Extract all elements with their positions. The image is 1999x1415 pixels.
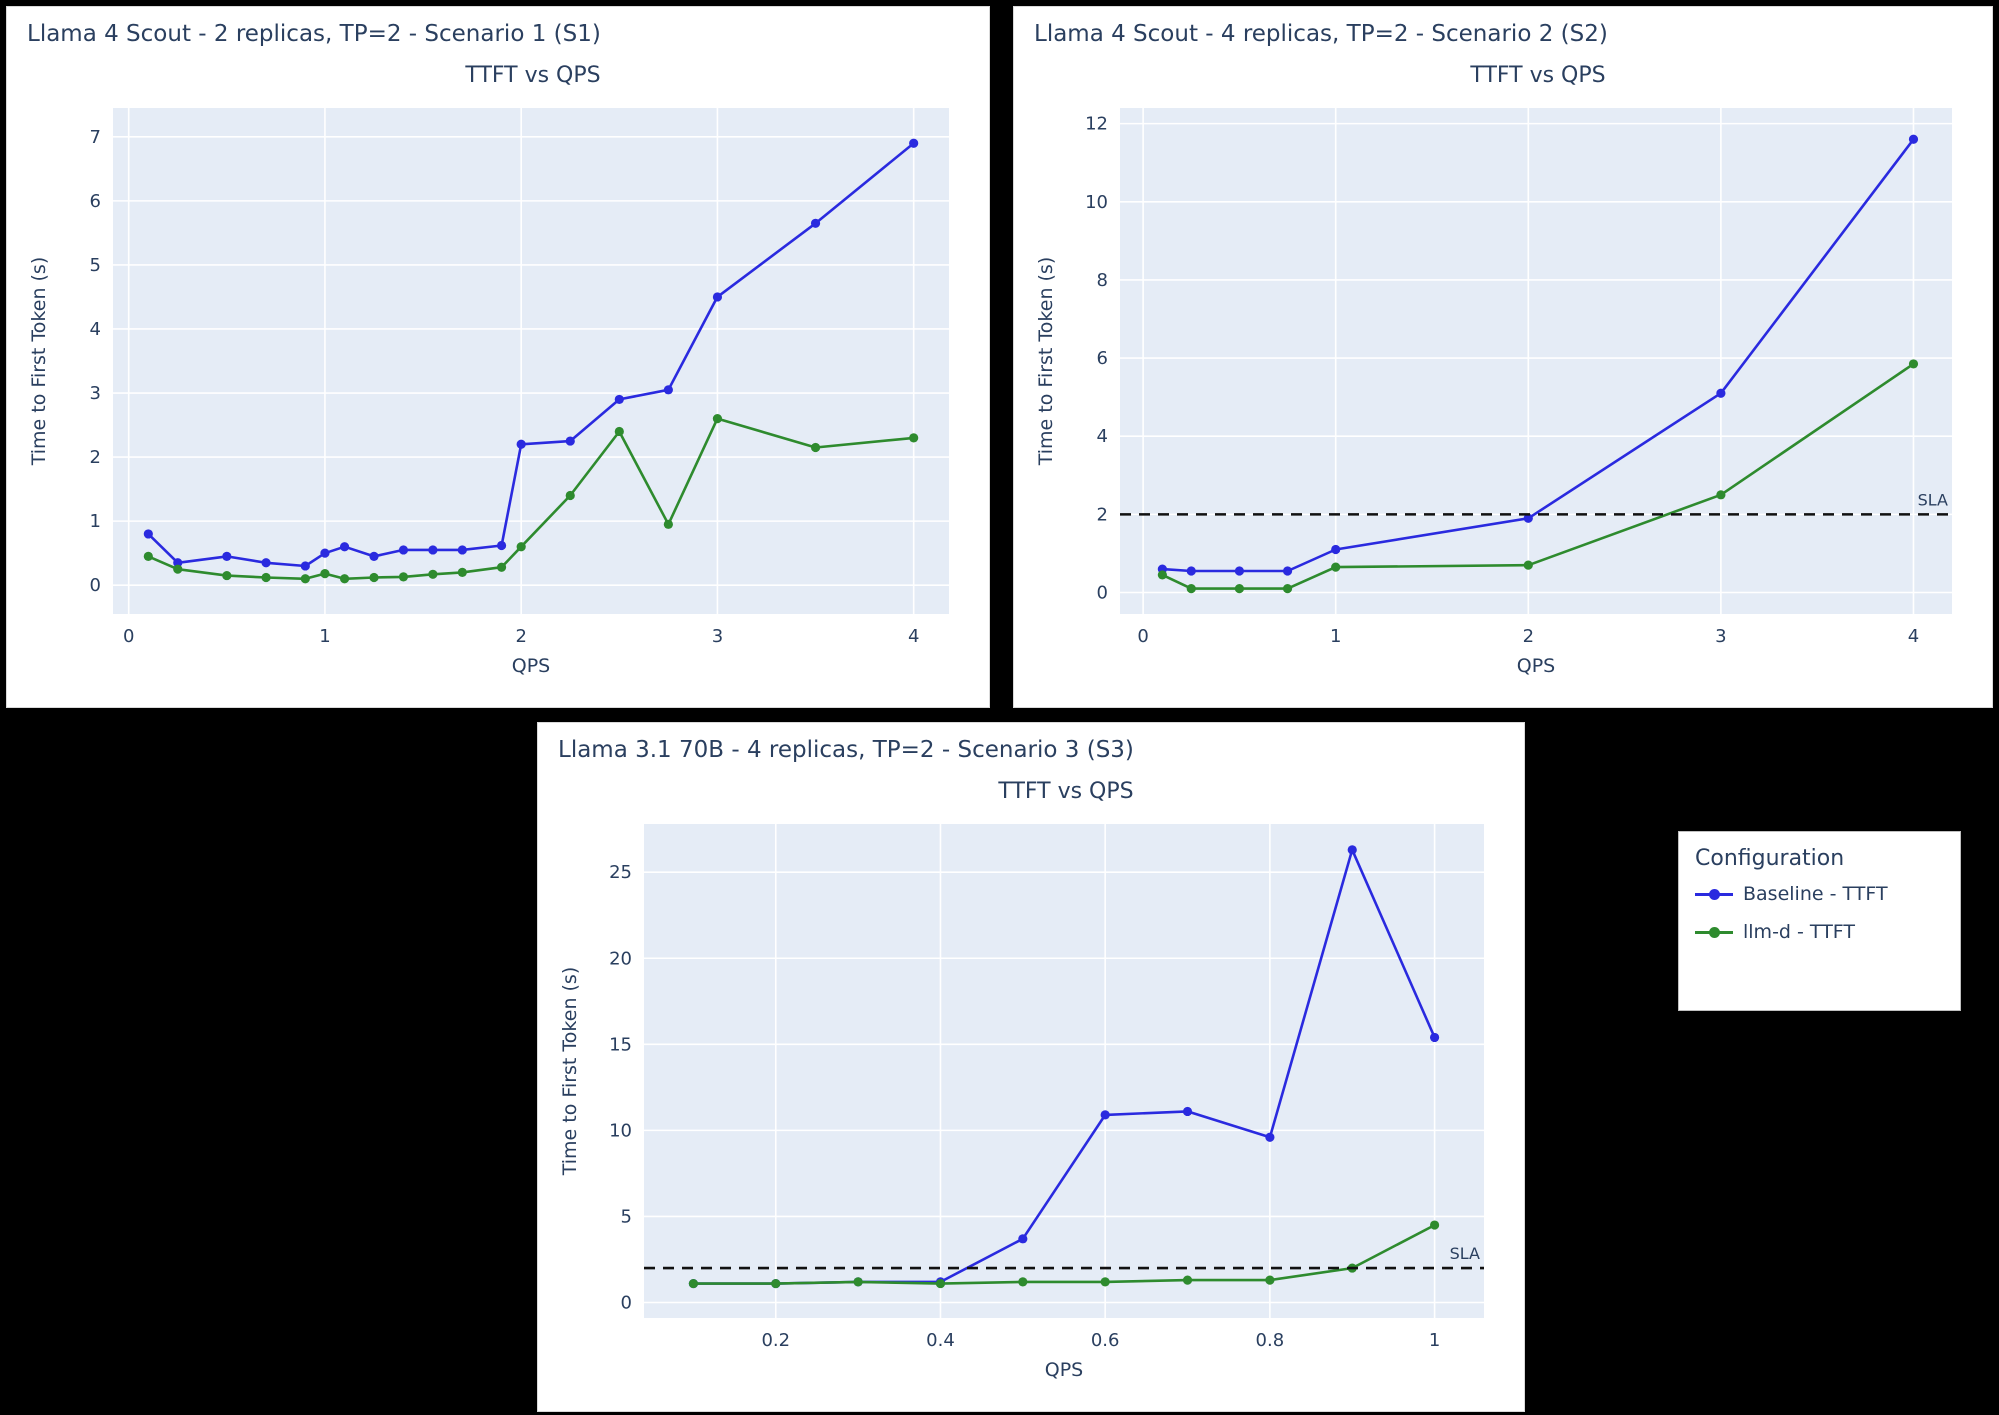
svg-text:QPS: QPS xyxy=(1045,1359,1083,1381)
svg-text:0: 0 xyxy=(1137,626,1148,647)
svg-text:0.4: 0.4 xyxy=(926,1330,955,1351)
svg-text:1: 1 xyxy=(319,626,330,647)
svg-text:Time to First Token (s): Time to First Token (s) xyxy=(559,967,581,1177)
svg-text:2: 2 xyxy=(1097,504,1108,525)
chart-s1-canvas: 0 1 2 3 4 0 1 2 3 4 5 6 7 QPS Time to First Token (s) xyxy=(28,108,949,677)
svg-text:5: 5 xyxy=(621,1206,632,1227)
panel-title-s3: Llama 3.1 70B - 4 replicas, TP=2 - Scena… xyxy=(558,737,1134,763)
svg-text:6: 6 xyxy=(90,191,101,212)
series-llm-d---ttft xyxy=(688,1220,1440,1289)
gridlines xyxy=(644,824,1484,1318)
svg-text:6: 6 xyxy=(1097,348,1108,369)
chart-title-s2: TTFT vs QPS xyxy=(1470,63,1606,88)
svg-text:25: 25 xyxy=(609,862,632,883)
svg-text:0.8: 0.8 xyxy=(1256,1330,1285,1351)
svg-text:20: 20 xyxy=(609,948,632,969)
legend-label-baseline: Baseline - TTFT xyxy=(1743,883,1888,905)
series-llm-d---ttft xyxy=(1157,359,1919,594)
svg-text:8: 8 xyxy=(1097,270,1108,291)
svg-text:1: 1 xyxy=(1429,1330,1440,1351)
svg-text:4: 4 xyxy=(1097,426,1108,447)
panel-title-s1: Llama 4 Scout - 2 replicas, TP=2 - Scena… xyxy=(27,21,601,47)
svg-text:10: 10 xyxy=(1085,192,1108,213)
svg-text:3: 3 xyxy=(712,626,723,647)
svg-text:4: 4 xyxy=(908,626,919,647)
svg-text:12: 12 xyxy=(1085,114,1108,135)
legend-configuration: Configuration Baseline - TTFT llm-d - TT… xyxy=(1678,831,1961,1011)
gridlines xyxy=(113,108,949,614)
svg-text:0.2: 0.2 xyxy=(761,1330,790,1351)
panel-scenario-1: Llama 4 Scout - 2 replicas, TP=2 - Scena… xyxy=(6,6,990,708)
svg-text:QPS: QPS xyxy=(512,655,550,677)
svg-text:3: 3 xyxy=(1715,626,1726,647)
svg-text:2: 2 xyxy=(1523,626,1534,647)
legend-item-baseline[interactable]: Baseline - TTFT xyxy=(1695,883,1944,905)
svg-text:5: 5 xyxy=(90,255,101,276)
panel-title-s2: Llama 4 Scout - 4 replicas, TP=2 - Scena… xyxy=(1034,21,1608,47)
svg-text:7: 7 xyxy=(90,127,101,148)
chart-title-s3: TTFT vs QPS xyxy=(998,779,1134,804)
series-baseline---ttft xyxy=(1157,134,1919,576)
svg-text:0: 0 xyxy=(1097,583,1108,604)
svg-text:1: 1 xyxy=(90,511,101,532)
panel-scenario-3: Llama 3.1 70B - 4 replicas, TP=2 - Scena… xyxy=(537,722,1525,1412)
svg-text:QPS: QPS xyxy=(1517,655,1555,677)
svg-text:2: 2 xyxy=(515,626,526,647)
legend-item-llm-d[interactable]: llm-d - TTFT xyxy=(1695,921,1944,943)
svg-text:SLA: SLA xyxy=(1450,1244,1480,1263)
svg-text:Time to First Token (s): Time to First Token (s) xyxy=(28,257,50,467)
chart-title-s1: TTFT vs QPS xyxy=(465,63,601,88)
svg-text:Time to First Token (s): Time to First Token (s) xyxy=(1035,257,1057,467)
svg-text:3: 3 xyxy=(90,383,101,404)
svg-text:4: 4 xyxy=(1908,626,1919,647)
baseline-line-marker-icon xyxy=(1695,887,1733,901)
svg-text:2: 2 xyxy=(90,447,101,468)
legend-title: Configuration xyxy=(1695,846,1845,871)
svg-text:0: 0 xyxy=(621,1293,632,1314)
legend-label-llm-d: llm-d - TTFT xyxy=(1743,921,1855,943)
svg-text:15: 15 xyxy=(609,1034,632,1055)
series-llm-d---ttft xyxy=(143,414,919,584)
svg-text:10: 10 xyxy=(609,1120,632,1141)
svg-text:0: 0 xyxy=(90,575,101,596)
svg-text:4: 4 xyxy=(90,319,101,340)
svg-text:1: 1 xyxy=(1330,626,1341,647)
llm-d-line-marker-icon xyxy=(1695,925,1733,939)
series-baseline---ttft xyxy=(143,138,919,571)
svg-text:0: 0 xyxy=(123,626,134,647)
svg-text:0.6: 0.6 xyxy=(1091,1330,1120,1351)
svg-text:SLA: SLA xyxy=(1918,490,1948,509)
panel-scenario-2: Llama 4 Scout - 4 replicas, TP=2 - Scena… xyxy=(1013,6,1993,708)
